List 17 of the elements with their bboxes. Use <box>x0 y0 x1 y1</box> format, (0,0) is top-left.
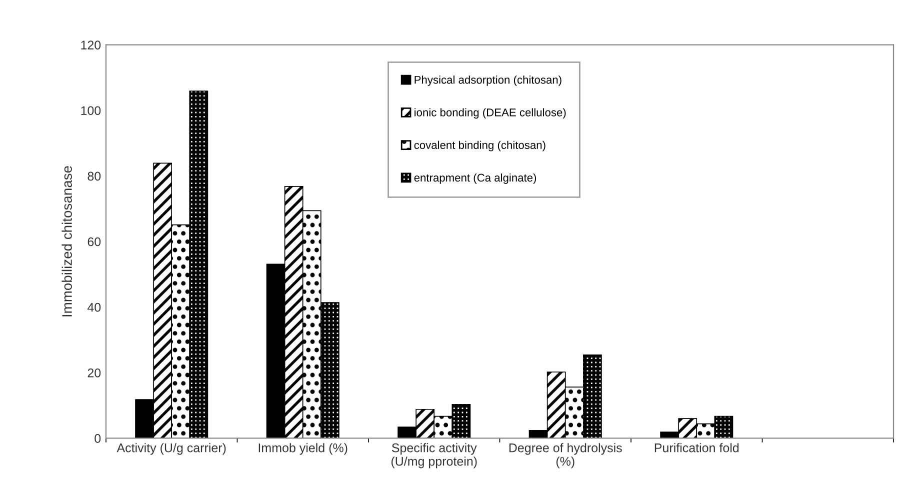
y-tick-label: 60 <box>88 237 101 246</box>
y-tick-label: 80 <box>88 172 101 181</box>
y-tick-label: 20 <box>88 368 101 378</box>
legend-label: entrapment (Ca alginate) <box>414 173 536 184</box>
legend-label: Physical adsorption (chitosan) <box>414 76 562 86</box>
y-tick-label: 120 <box>81 40 101 50</box>
x-tick-label: Purification fold <box>654 443 739 452</box>
legend-label: ionic bonding (DEAE cellulose) <box>414 108 566 119</box>
x-tick-label: Activity (U/g carrier) <box>116 443 226 455</box>
y-tick-label: 0 <box>94 434 101 443</box>
x-tick-label: Degree of hydrolysis (%) <box>509 443 622 468</box>
y-axis-title: Immobilized chitosanase <box>62 166 72 316</box>
y-tick-label: 40 <box>87 302 101 312</box>
x-tick-label: Immob yield (%) <box>258 443 348 455</box>
y-tick-label: 100 <box>81 106 101 116</box>
x-tick-label: Specific activity (U/mg pprotein) <box>391 443 477 468</box>
legend-label: covalent binding (chitosan) <box>414 140 546 152</box>
